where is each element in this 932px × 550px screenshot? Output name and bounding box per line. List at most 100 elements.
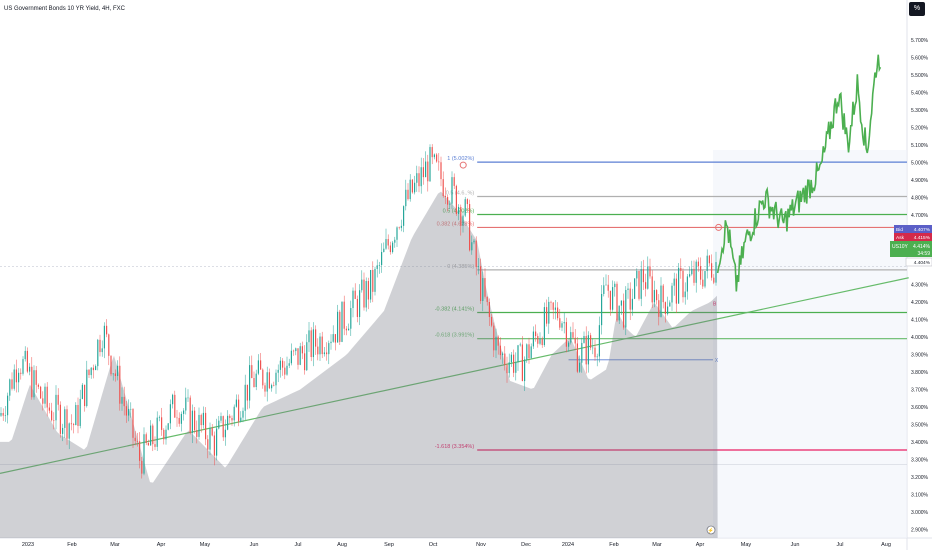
- candle-body: [297, 348, 299, 365]
- candle-body: [495, 336, 497, 351]
- candle-body: [301, 346, 303, 354]
- candle-body: [81, 384, 83, 399]
- candle-body: [130, 408, 132, 410]
- candle-body: [240, 417, 242, 422]
- candle-body: [594, 347, 596, 358]
- candle-body: [603, 285, 605, 294]
- price-tick-label: 3.500%: [911, 422, 929, 428]
- candle-body: [618, 305, 620, 321]
- candle-body: [383, 248, 385, 253]
- candle-body: [708, 255, 710, 264]
- candle-body: [88, 369, 90, 376]
- candle-body: [18, 372, 20, 383]
- candle-body: [403, 206, 405, 226]
- candle-body: [209, 428, 211, 450]
- candle-body: [583, 335, 585, 343]
- price-tick-label: 5.000%: [911, 160, 929, 166]
- candle-body: [290, 350, 292, 364]
- candle-body: [183, 410, 185, 414]
- time-tick-label: Dec: [521, 542, 531, 548]
- candle-body: [471, 242, 473, 251]
- candle-body: [568, 342, 570, 347]
- candle-body: [257, 360, 259, 374]
- candle-body: [374, 268, 376, 292]
- candle-body: [484, 278, 486, 297]
- candle-body: [711, 263, 713, 278]
- candle-body: [570, 332, 572, 343]
- candle-body: [642, 269, 644, 283]
- candle-body: [697, 261, 699, 267]
- candle-body: [524, 359, 526, 382]
- candle-body: [504, 353, 506, 365]
- candle-body: [260, 360, 262, 370]
- candle-body: [363, 279, 365, 308]
- candle-body: [154, 444, 156, 447]
- candle-body: [231, 418, 233, 421]
- candle-body: [97, 339, 99, 367]
- candle-body: [165, 429, 167, 440]
- candle-body: [310, 330, 312, 358]
- candle-body: [706, 255, 708, 272]
- candle-body: [143, 434, 145, 474]
- candle-body: [103, 325, 105, 349]
- candle-body: [675, 278, 677, 304]
- unit-button[interactable]: %: [909, 2, 925, 16]
- candle-body: [64, 409, 66, 428]
- candle-body: [367, 281, 369, 300]
- candle-body: [381, 252, 383, 266]
- candle-body: [488, 302, 490, 317]
- candle-body: [418, 173, 420, 187]
- candle-body: [123, 396, 125, 407]
- candle-body: [378, 265, 380, 266]
- last-price-value: 4.414%: [913, 244, 931, 250]
- time-tick-label: 2024: [562, 542, 574, 548]
- candle-body: [616, 283, 618, 321]
- time-tick-label: Sep: [384, 542, 394, 548]
- candle-body: [233, 406, 235, 421]
- time-tick-label: Mar: [652, 542, 662, 548]
- candle-body: [251, 365, 253, 379]
- candle-body: [216, 428, 218, 456]
- bar-countdown: 34:59: [917, 251, 930, 257]
- candle-body: [238, 399, 240, 422]
- candle-body: [436, 154, 438, 162]
- candle-body: [35, 370, 37, 385]
- candle-body: [376, 265, 378, 269]
- candle-body: [108, 334, 110, 356]
- candle-body: [218, 420, 220, 429]
- candle-body: [315, 329, 317, 347]
- candle-body: [295, 348, 297, 352]
- candle-body: [167, 423, 169, 430]
- candle-body: [114, 373, 116, 376]
- candle-body: [601, 293, 603, 326]
- candle-body: [370, 270, 372, 300]
- candle-body: [191, 410, 193, 433]
- candle-body: [662, 285, 664, 303]
- candle-body: [202, 412, 204, 426]
- candle-body: [227, 415, 229, 430]
- candle-body: [638, 270, 640, 299]
- high-circle: [459, 161, 467, 169]
- candle-body: [453, 177, 455, 186]
- candle-body: [552, 302, 554, 310]
- candle-body: [407, 189, 409, 200]
- candle-body: [634, 278, 636, 299]
- price-tick-label: 3.700%: [911, 388, 929, 394]
- candle-body: [330, 341, 332, 344]
- candle-body: [70, 423, 72, 425]
- candle-body: [345, 328, 347, 331]
- candle-body: [587, 335, 589, 365]
- time-tick-label: Oct: [429, 542, 438, 548]
- fib-level-label: -0.382 (4.141%): [435, 306, 475, 312]
- candle-body: [449, 203, 451, 205]
- candle-body: [689, 274, 691, 277]
- candle-body: [458, 206, 460, 215]
- candle-body: [609, 290, 611, 310]
- candle-body: [299, 346, 301, 365]
- event-icon[interactable]: [706, 525, 716, 535]
- candle-body: [425, 161, 427, 178]
- candle-body: [66, 409, 68, 439]
- candle-body: [343, 301, 345, 329]
- candle-body: [480, 266, 482, 301]
